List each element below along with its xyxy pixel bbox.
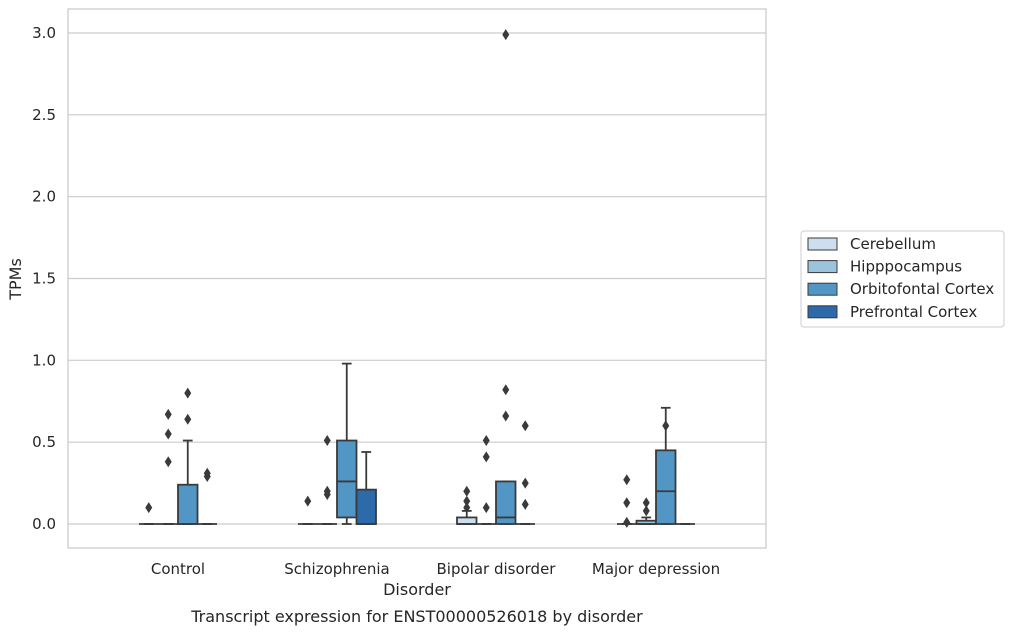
y-tick-label: 2.5 — [32, 106, 56, 124]
outlier-point — [482, 451, 490, 463]
y-tick-label: 0.0 — [32, 515, 56, 533]
box-hipppocampus — [317, 435, 337, 525]
box-cerebellum — [298, 495, 318, 525]
legend-label: Hipppocampus — [850, 258, 962, 276]
outlier-point — [662, 420, 670, 432]
chart-caption: Transcript expression for ENST0000052601… — [190, 607, 643, 626]
legend-items: Cerebellum Hipppocampus Orbitofontal Corte… — [807, 235, 994, 321]
box-iqr — [355, 488, 377, 525]
box-hipppocampus — [476, 435, 496, 525]
x-axis-ticks: Control Schizophrenia Bipolar disorder Majo… — [151, 560, 720, 578]
outlier-point — [502, 384, 510, 396]
outlier-point — [463, 485, 471, 497]
x-tick-label: Major depression — [592, 560, 720, 578]
y-axis-ticks: 0.0 0.5 1.0 1.5 2.0 2.5 3.0 — [32, 24, 56, 533]
legend-swatch — [807, 305, 838, 319]
outlier-point — [521, 477, 529, 489]
box-orbitofontal-cortex — [177, 387, 199, 525]
outlier-point — [164, 456, 172, 468]
legend-swatch — [807, 260, 838, 274]
outlier-point — [502, 410, 510, 422]
outlier-point — [304, 495, 312, 507]
box-cerebellum — [617, 474, 637, 528]
y-axis-title: TPMs — [6, 258, 25, 301]
outlier-point — [642, 497, 650, 509]
outlier-point — [502, 29, 510, 41]
box-orbitofontal-cortex — [495, 29, 517, 525]
box-hipppocampus — [635, 497, 657, 525]
box-cerebellum — [456, 485, 478, 525]
outlier-point — [164, 408, 172, 420]
y-tick-label: 3.0 — [32, 24, 56, 42]
box-prefrontal-cortex — [515, 420, 535, 525]
outlier-point — [184, 387, 192, 399]
outlier-point — [521, 498, 529, 510]
outlier-point — [521, 420, 529, 432]
box-prefrontal-cortex — [355, 451, 377, 525]
legend-label: Orbitofontal Cortex — [850, 280, 994, 298]
outlier-point — [482, 502, 490, 514]
box-hipppocampus — [158, 408, 178, 525]
box-cerebellum — [139, 502, 159, 525]
legend-label: Cerebellum — [850, 235, 936, 253]
outlier-point — [323, 435, 331, 447]
legend-swatch — [807, 282, 838, 296]
outlier-point — [623, 474, 631, 486]
x-tick-label: Bipolar disorder — [437, 560, 557, 578]
legend-swatch — [807, 237, 838, 251]
outlier-point — [623, 497, 631, 509]
outlier-point — [623, 516, 631, 528]
box-iqr — [655, 449, 677, 525]
outlier-point — [145, 502, 153, 514]
legend-frame — [800, 230, 1005, 328]
box-prefrontal-cortex — [197, 467, 217, 525]
outlier-point — [184, 413, 192, 425]
outlier-point — [642, 505, 650, 517]
box-iqr — [336, 439, 358, 519]
x-tick-label: Control — [151, 560, 205, 578]
box-iqr — [177, 483, 199, 525]
box-iqr — [495, 480, 517, 525]
box-iqr — [456, 516, 478, 525]
legend: Cerebellum Hipppocampus Orbitofontal Corte… — [800, 230, 1005, 328]
y-tick-label: 0.5 — [32, 433, 56, 451]
legend-label: Prefrontal Cortex — [850, 303, 977, 321]
outlier-point — [164, 428, 172, 440]
box-orbitofontal-cortex — [336, 362, 358, 525]
outlier-point — [463, 495, 471, 507]
y-tick-label: 1.5 — [32, 270, 56, 288]
x-tick-label: Schizophrenia — [284, 560, 389, 578]
y-tick-label: 2.0 — [32, 188, 56, 206]
outlier-point — [482, 435, 490, 447]
box-series — [139, 29, 695, 528]
outlier-point — [323, 485, 331, 497]
outlier-point — [203, 467, 211, 479]
y-tick-label: 1.0 — [32, 351, 56, 369]
gridlines — [68, 32, 766, 525]
plot-area-frame — [67, 8, 767, 549]
x-axis-title: Disorder — [383, 580, 451, 599]
outlier-point — [463, 502, 471, 514]
box-orbitofontal-cortex — [655, 406, 677, 525]
